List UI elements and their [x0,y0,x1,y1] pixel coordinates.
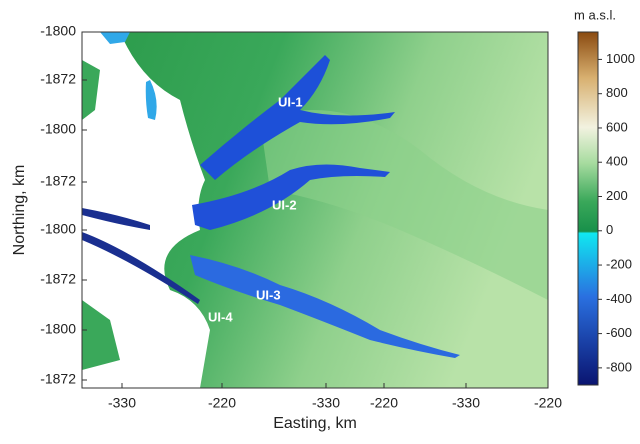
ice-free-area [82,32,210,388]
colorbar-tick-label: 800 [606,85,628,100]
colorbar [577,31,599,386]
x-tick-label: -330 [108,395,136,411]
y-axis-label: Northing, km [11,165,28,256]
colorbar-tick-label: 0 [606,222,613,237]
y-tick-label: -1872 [40,271,76,287]
colorbar-tick-label: -200 [606,256,632,271]
colorbar-tick-label: -600 [606,325,632,340]
colorbar-tick-label: 1000 [606,51,635,66]
y-tick-label: -1800 [40,221,76,237]
annotation: UI-1 [278,94,303,109]
x-tick-label: -220 [370,395,398,411]
y-tick-label: -1872 [40,173,76,189]
y-tick-label: -1872 [40,371,76,387]
y-tick-label: -1800 [40,23,76,39]
colorbar-tick-label: 400 [606,154,628,169]
colorbar-tick-label: -400 [606,291,632,306]
annotation: UI-4 [208,309,233,324]
x-tick-label: -330 [312,395,340,411]
glacier [200,55,395,180]
annotation: UI-2 [272,197,297,212]
map-area [82,32,548,388]
y-tick-label: -1800 [40,121,76,137]
colorbar-label: m a.s.l. [574,7,616,22]
plot-frame [81,31,549,389]
y-tick-label: -1872 [40,71,76,87]
glacier [82,208,200,304]
y-tick-label: -1800 [40,321,76,337]
glacier [190,255,460,358]
colorbar-tick-label: -800 [606,359,632,374]
x-tick-label: -220 [534,395,562,411]
colorbar-tick-label: 200 [606,188,628,203]
x-tick-label: -330 [452,395,480,411]
glacier [192,164,390,230]
x-tick-label: -220 [208,395,236,411]
colorbar-tick-label: 600 [606,119,628,134]
x-axis-label: Easting, km [273,415,357,432]
annotation: UI-3 [256,287,281,302]
